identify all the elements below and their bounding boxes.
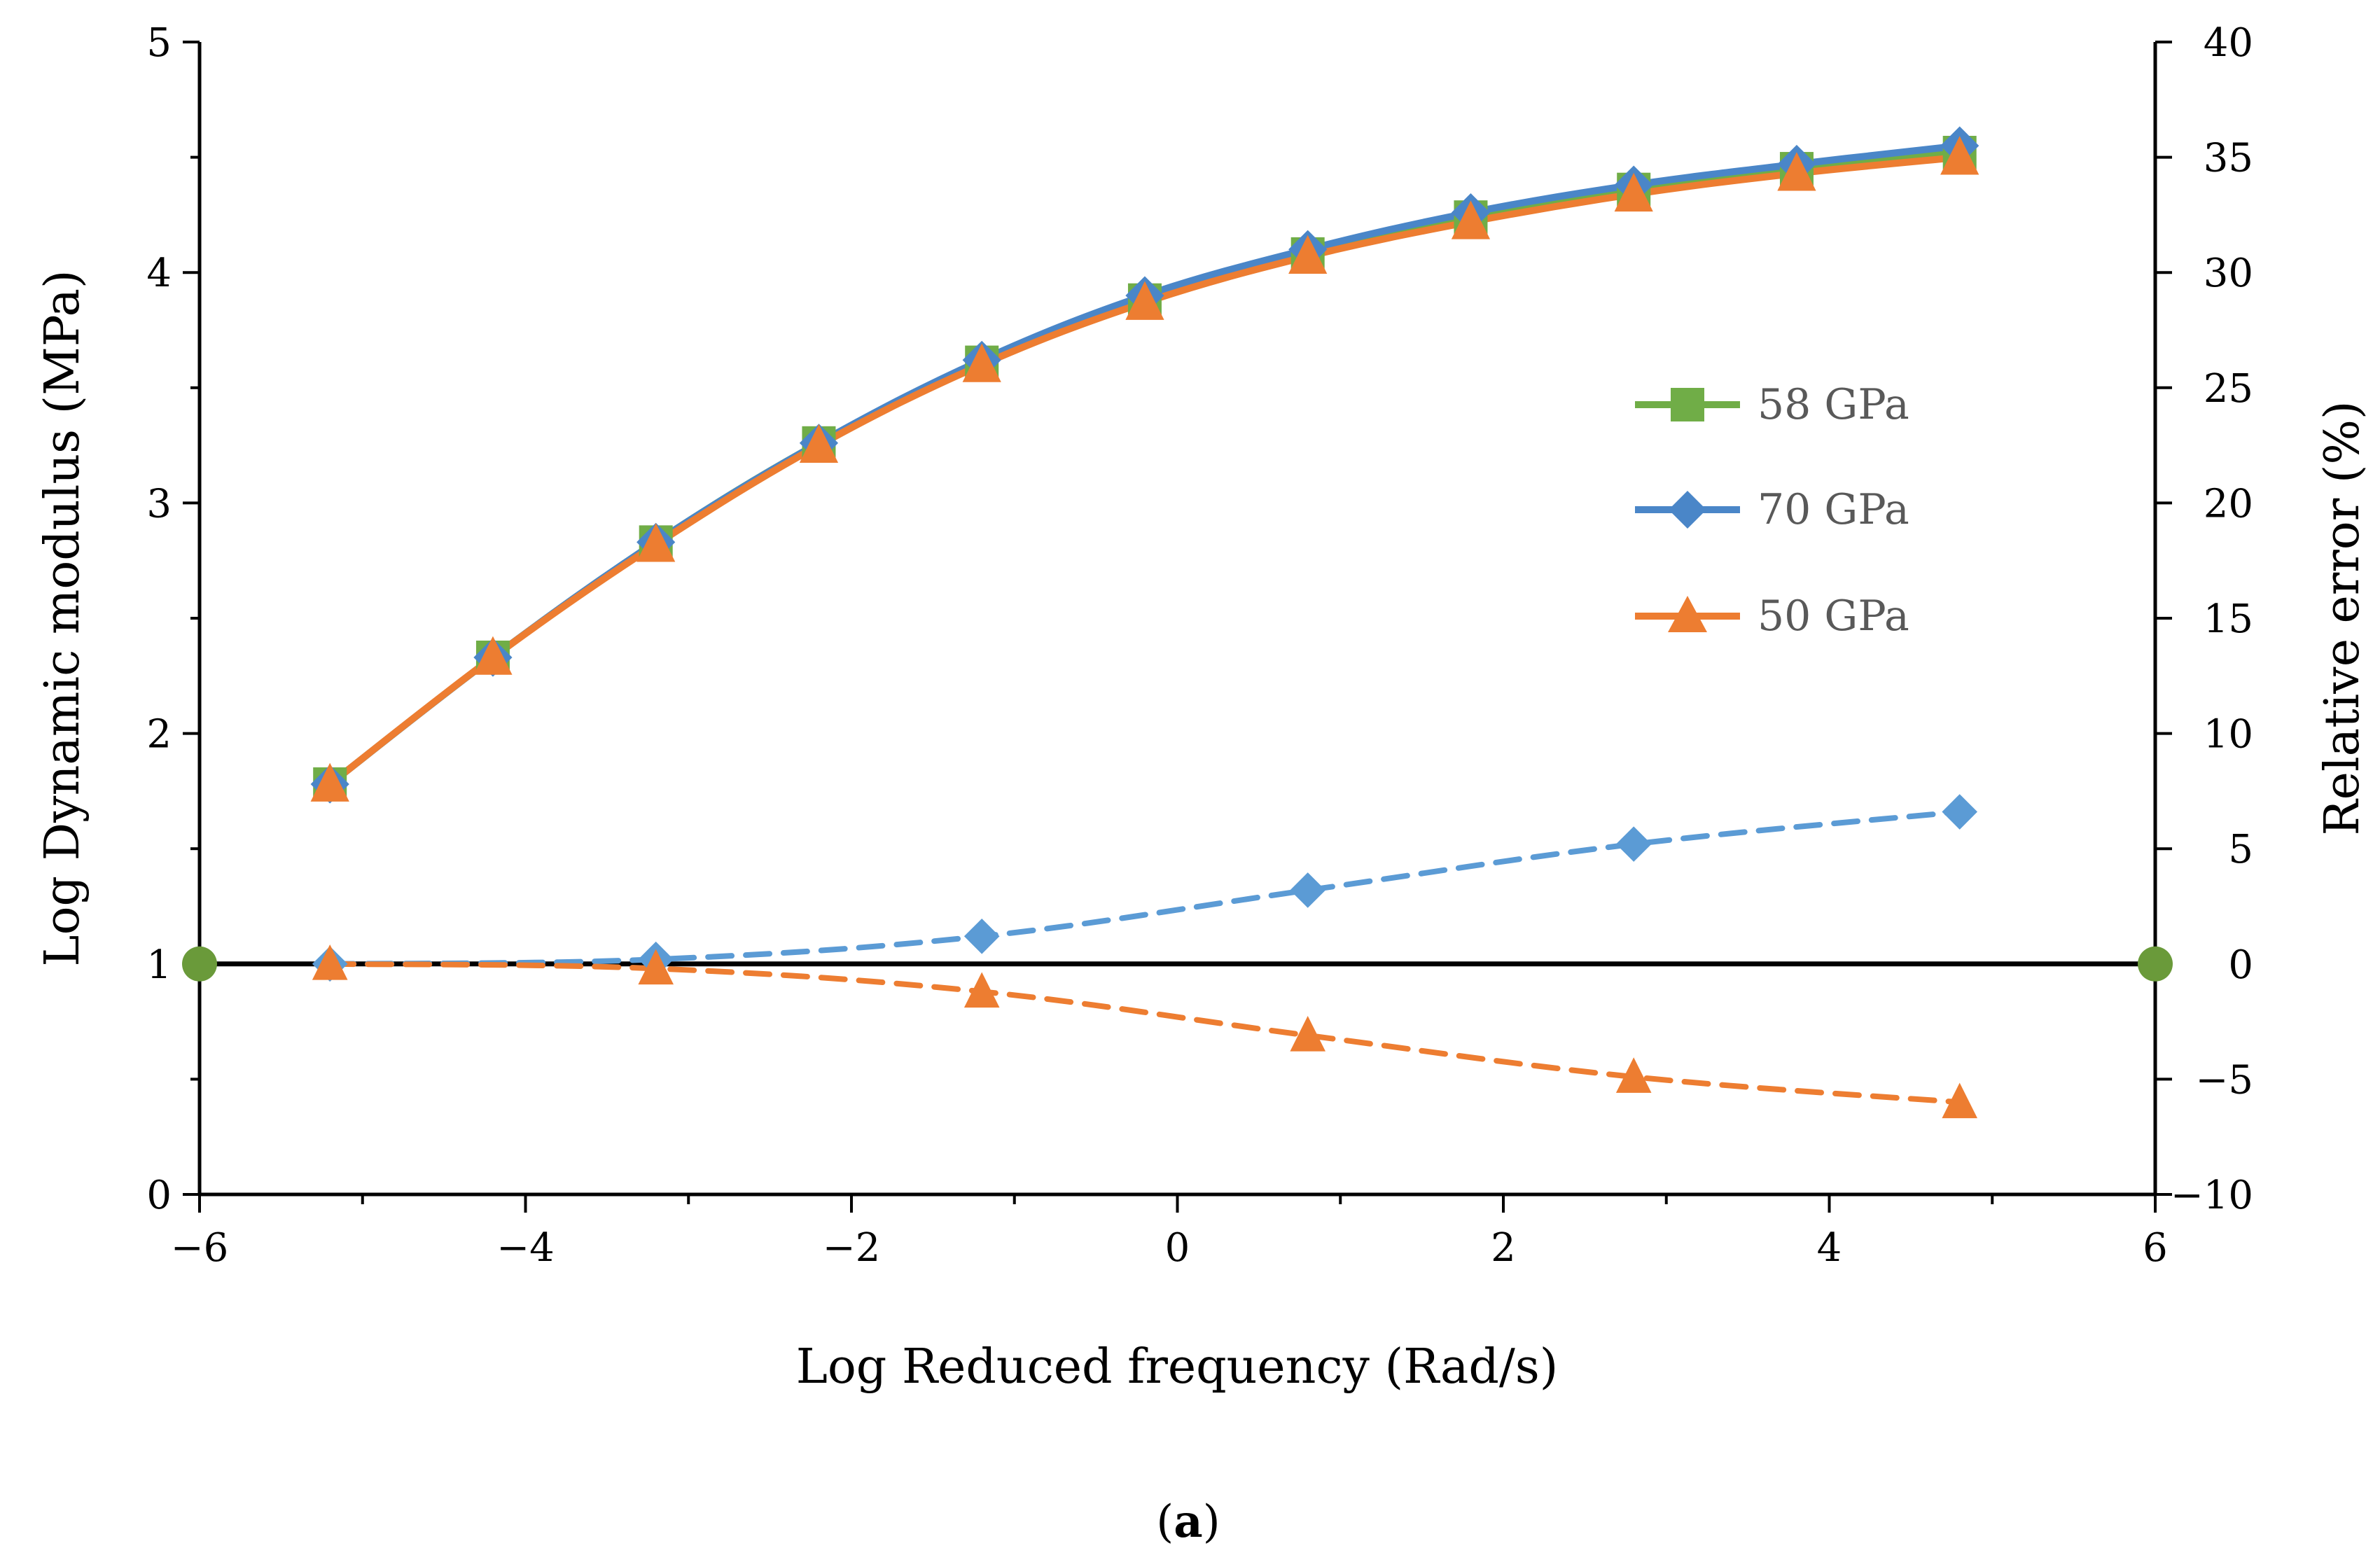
y2-tick-label: 0 [2228, 942, 2253, 988]
y-tick-label: 2 [146, 712, 172, 758]
zero-line-endpoint [182, 946, 217, 982]
caption-close: ) [1203, 1496, 1220, 1548]
y-tick-label: 5 [146, 20, 172, 66]
y2-tick-label: 20 [2204, 481, 2253, 527]
x-tick-label: −2 [823, 1225, 881, 1271]
legend-label-70-gpa: 70 GPa [1758, 485, 1909, 534]
x-tick-label: −4 [496, 1225, 555, 1271]
y-tick-label: 1 [146, 942, 172, 988]
x-axis-title: Log Reduced frequency (Rad/s) [796, 1339, 1559, 1395]
caption-open: ( [1156, 1496, 1174, 1548]
series-group [310, 126, 1979, 1119]
data-point-triangle [1940, 136, 1979, 175]
y-tick-label: 4 [146, 251, 172, 296]
y2-tick-label: 25 [2204, 366, 2253, 412]
series-line-relative-error-50-gpa [327, 961, 1963, 1106]
data-point-triangle [1288, 235, 1328, 274]
y2-tick-label: 10 [2204, 712, 2253, 758]
data-point-triangle [963, 972, 1000, 1008]
series-markers-50-gpa [310, 136, 1979, 802]
legend-entry-50-gpa: 50 GPa [1635, 592, 1909, 641]
x-tick-label: 4 [1817, 1225, 1842, 1271]
data-point-triangle [962, 343, 1001, 382]
data-point-triangle [799, 424, 839, 463]
y-axis-title: Log Dynamic modulus (MPa) [35, 270, 90, 966]
data-point-triangle [1777, 152, 1816, 191]
data-point-triangle [310, 762, 349, 802]
legend-marker-triangle [1668, 596, 1707, 632]
zero-line-endpoint [2138, 946, 2173, 982]
y2-tick-label: 40 [2204, 20, 2253, 66]
y2-tick-label: 30 [2204, 251, 2253, 296]
legend-label-58-gpa: 58 GPa [1758, 380, 1909, 429]
legend: 58 GPa 70 GPa 50 GPa [1635, 380, 1909, 641]
data-point-triangle [638, 949, 674, 985]
legend-label-50-gpa: 50 GPa [1758, 592, 1909, 641]
figure-caption: (a) [1156, 1495, 1220, 1548]
y2-axis-title: Relative error (%) [2315, 400, 2370, 835]
legend-marker-diamond [1669, 491, 1706, 529]
x-tick-label: 6 [2143, 1225, 2168, 1271]
y2-tick-label: −5 [2195, 1057, 2253, 1103]
legend-entry-58-gpa: 58 GPa [1635, 380, 1909, 429]
data-point-diamond [1290, 872, 1325, 908]
x-tick-label: −6 [171, 1225, 229, 1271]
caption-letter: a [1174, 1495, 1202, 1548]
data-point-triangle [473, 636, 513, 675]
data-point-triangle [1451, 200, 1491, 239]
data-point-triangle [312, 944, 348, 980]
legend-marker-square [1671, 388, 1704, 421]
data-point-triangle [1125, 281, 1164, 320]
x-tick-label: 2 [1491, 1225, 1516, 1271]
data-point-triangle [1615, 1057, 1652, 1093]
data-point-triangle [1614, 172, 1653, 212]
y2-tick-label: 35 [2204, 136, 2253, 181]
data-point-triangle [1290, 1016, 1325, 1052]
series-line-relative-error-70-gpa [327, 809, 1963, 967]
data-point-triangle [1942, 1082, 1977, 1119]
legend-entry-70-gpa: 70 GPa [1635, 485, 1909, 534]
y2-tick-label: 5 [2228, 827, 2253, 872]
y-tick-label: 0 [146, 1173, 172, 1218]
data-point-triangle [636, 523, 676, 562]
y-tick-label: 3 [146, 481, 172, 527]
data-point-diamond [1615, 826, 1652, 862]
series-markers-relative-error-50-gpa [312, 944, 1977, 1119]
ticks: −6 −4 −2 0 2 4 6 0 1 2 3 4 5 −10 −5 0 5 10 15 20 25 30 35 40 [146, 20, 2253, 1271]
x-tick-label: 0 [1165, 1225, 1190, 1271]
data-point-diamond [1942, 794, 1977, 830]
y2-tick-label: 15 [2204, 597, 2253, 642]
data-point-diamond [963, 918, 1000, 954]
y2-tick-label: −10 [2171, 1173, 2253, 1218]
